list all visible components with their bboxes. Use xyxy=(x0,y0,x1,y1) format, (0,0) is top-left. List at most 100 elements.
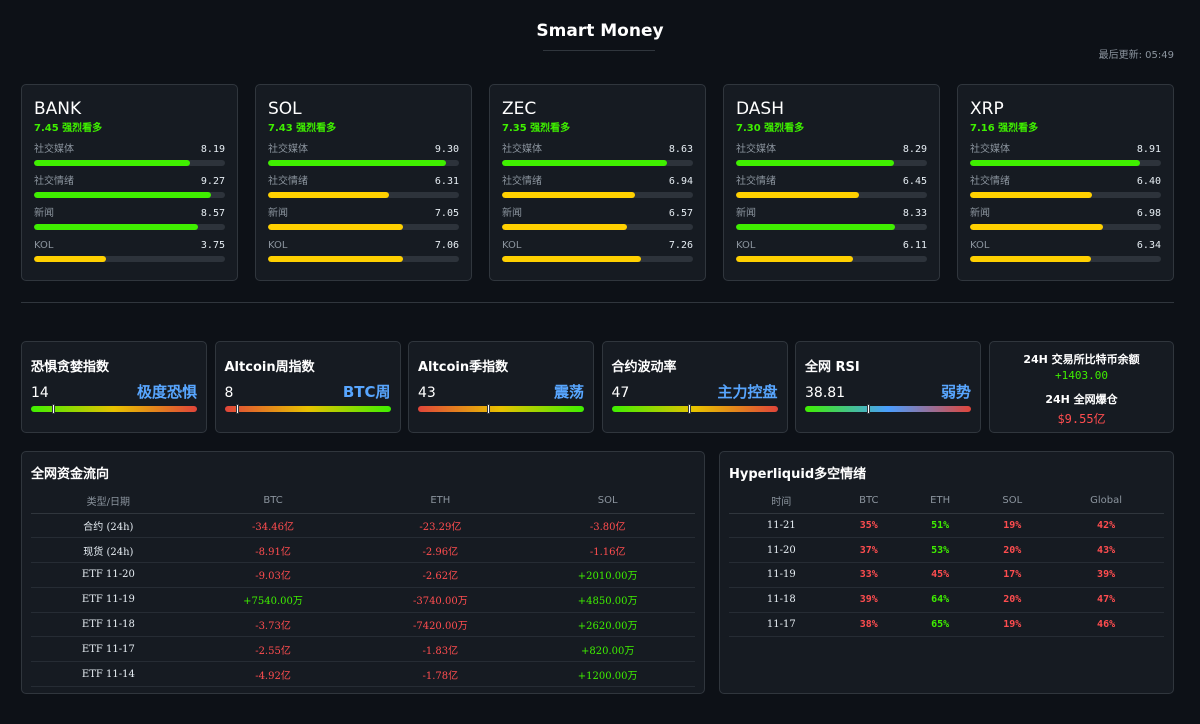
metric-header: KOL 7.26 xyxy=(502,238,693,253)
metric-bar-fill xyxy=(970,160,1141,166)
metric-bar-fill xyxy=(34,192,212,198)
metric-bar-fill xyxy=(268,160,446,166)
metric-bar-track xyxy=(34,224,225,230)
table-header: SOL xyxy=(520,488,695,514)
metric-bar-fill xyxy=(268,224,403,230)
metric-bar-fill xyxy=(970,192,1093,198)
coin-score: 7.16 强烈看多 xyxy=(970,123,1039,134)
gauge-marker xyxy=(235,404,239,414)
indicator-status: 极度恐惧 xyxy=(136,383,197,401)
indicator-value: 38.81 xyxy=(805,385,846,401)
metric-value: 8.19 xyxy=(200,144,225,155)
table-cell: -2.55亿 xyxy=(185,636,361,663)
table-cell: +1200.00万 xyxy=(520,661,695,688)
metric-label: KOL xyxy=(736,240,756,251)
metric-row: 社交情绪 9.27 xyxy=(34,174,225,206)
coin-card: SOL 7.43 强烈看多 社交媒体 9.30 社交情绪 6.31 新闻 7.05 KOL 7.0… xyxy=(255,84,472,281)
table-cell: 45% xyxy=(903,562,977,588)
table-header: Global xyxy=(1048,488,1164,514)
metric-bar-track xyxy=(502,192,693,198)
table-cell: -1.16亿 xyxy=(520,537,695,564)
table-header: ETH xyxy=(360,488,521,514)
table-cell: 19% xyxy=(976,612,1049,638)
metric-value: 9.27 xyxy=(200,176,225,187)
metric-header: 社交情绪 9.27 xyxy=(34,174,225,189)
metric-bar-fill xyxy=(970,224,1104,230)
coin-card: ZEC 7.35 强烈看多 社交媒体 8.63 社交情绪 6.94 新闻 6.57 KOL 7.2… xyxy=(489,84,706,281)
table-cell: 64% xyxy=(903,587,977,613)
table-row: ETF 11-20 -9.03亿 -2.62亿 +2010.00万 xyxy=(31,562,695,588)
metric-label: 社交情绪 xyxy=(34,176,74,187)
metric-value: 6.31 xyxy=(434,176,459,187)
table-cell: -2.96亿 xyxy=(360,537,521,564)
table-cell: ETF 11-17 xyxy=(31,636,186,663)
coin-card: XRP 7.16 强烈看多 社交媒体 8.91 社交情绪 6.40 新闻 6.98 KOL 6.3… xyxy=(957,84,1174,281)
metric-row: 社交媒体 8.29 xyxy=(736,142,927,174)
metric-header: 社交情绪 6.40 xyxy=(970,174,1161,189)
metric-label: 社交媒体 xyxy=(502,144,542,155)
metric-bar-track xyxy=(970,224,1161,230)
table-cell: 合约 (24h) xyxy=(31,513,186,539)
metric-value: 7.05 xyxy=(434,208,459,219)
coin-name: BANK xyxy=(34,99,82,119)
table-cell: -4.92亿 xyxy=(185,661,361,688)
metric-value: 6.34 xyxy=(1136,240,1161,251)
metric-value: 6.11 xyxy=(902,240,927,251)
hyperliquid-table: 时间 BTC ETH SOL Global 11-21 35% 51% 19% 42% 11-20… xyxy=(729,488,1164,638)
metric-row: 社交媒体 8.63 xyxy=(502,142,693,174)
table-cell: ETF 11-14 xyxy=(31,661,186,688)
coin-sentiment-cards: BANK 7.45 强烈看多 社交媒体 8.19 社交情绪 9.27 新闻 8.57 KOL 3.… xyxy=(21,84,1174,281)
metric-label: KOL xyxy=(268,240,288,251)
coin-card: DASH 7.30 强烈看多 社交媒体 8.29 社交情绪 6.45 新闻 8.33 KOL 6.… xyxy=(723,84,940,281)
metric-bar-fill xyxy=(736,224,896,230)
table-cell: 19% xyxy=(976,513,1049,539)
coin-score: 7.45 强烈看多 xyxy=(34,123,103,134)
metric-label: 社交情绪 xyxy=(502,176,542,187)
metric-header: 社交媒体 9.30 xyxy=(268,142,459,157)
metric-bar-track xyxy=(502,224,693,230)
page-title: Smart Money xyxy=(536,21,664,41)
coin-name: SOL xyxy=(268,99,302,119)
metric-label: 社交媒体 xyxy=(736,144,776,155)
metric-value: 8.33 xyxy=(902,208,927,219)
table-cell: 42% xyxy=(1048,513,1164,539)
metric-value: 8.63 xyxy=(668,144,693,155)
metric-bar-fill xyxy=(268,256,403,262)
table-cell: 39% xyxy=(833,587,904,613)
title-underline xyxy=(543,50,655,51)
indicator-value: 43 xyxy=(418,385,436,401)
table-cell: +4850.00万 xyxy=(520,587,695,613)
metric-value: 9.30 xyxy=(434,144,459,155)
table-cell: -3740.00万 xyxy=(360,587,521,613)
table-cell: 37% xyxy=(833,537,904,564)
indicator-gauge xyxy=(31,404,197,414)
metric-header: 新闻 6.57 xyxy=(502,206,693,221)
table-cell: 46% xyxy=(1048,612,1164,638)
metric-bar-track xyxy=(970,160,1161,166)
metric-label: 社交媒体 xyxy=(34,144,74,155)
metric-value: 7.26 xyxy=(668,240,693,251)
exchange-summary-card: 24H 交易所比特币余额 +1403.00 24H 全网爆仓 $9.55亿 xyxy=(989,341,1174,433)
indicator-status: 震荡 xyxy=(553,383,584,401)
table-cell: ETF 11-19 xyxy=(31,587,186,613)
metric-row: 新闻 8.57 xyxy=(34,206,225,238)
metric-bar-fill xyxy=(502,256,641,262)
metric-value: 6.98 xyxy=(1136,208,1161,219)
metric-row: 社交情绪 6.45 xyxy=(736,174,927,206)
table-row: 合约 (24h) -34.46亿 -23.29亿 -3.80亿 xyxy=(31,513,695,539)
metric-value: 6.40 xyxy=(1136,176,1161,187)
table-cell: +7540.00万 xyxy=(185,587,361,613)
table-cell: -3.80亿 xyxy=(520,513,695,539)
metric-row: 社交情绪 6.94 xyxy=(502,174,693,206)
indicator-title: 全网 RSI xyxy=(805,360,860,375)
indicator-line: 47 主力控盘 xyxy=(612,381,778,401)
table-cell: 53% xyxy=(903,537,977,564)
table-cell: 17% xyxy=(976,562,1049,588)
table-cell: -3.73亿 xyxy=(185,612,361,638)
metric-row: 新闻 7.05 xyxy=(268,206,459,238)
coin-name: XRP xyxy=(970,99,1004,119)
coin-score: 7.35 强烈看多 xyxy=(502,123,571,134)
metric-header: KOL 6.34 xyxy=(970,238,1161,253)
indicator-card: 合约波动率 47 主力控盘 xyxy=(601,341,788,433)
metric-row: 新闻 6.57 xyxy=(502,206,693,238)
